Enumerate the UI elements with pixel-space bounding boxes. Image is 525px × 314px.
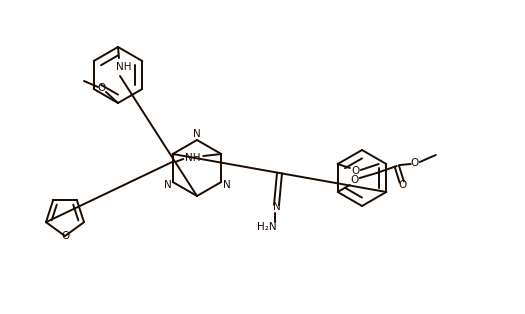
Text: N: N xyxy=(223,180,230,190)
Text: N: N xyxy=(193,129,201,139)
Text: NH: NH xyxy=(185,153,201,163)
Text: O: O xyxy=(98,83,106,93)
Text: O: O xyxy=(351,175,359,185)
Text: N: N xyxy=(164,180,172,190)
Text: N: N xyxy=(272,202,280,212)
Text: H₂N: H₂N xyxy=(257,222,276,232)
Text: O: O xyxy=(352,166,360,176)
Text: O: O xyxy=(398,180,407,190)
Text: NH: NH xyxy=(116,62,132,72)
Text: O: O xyxy=(411,158,419,168)
Text: O: O xyxy=(61,231,69,241)
